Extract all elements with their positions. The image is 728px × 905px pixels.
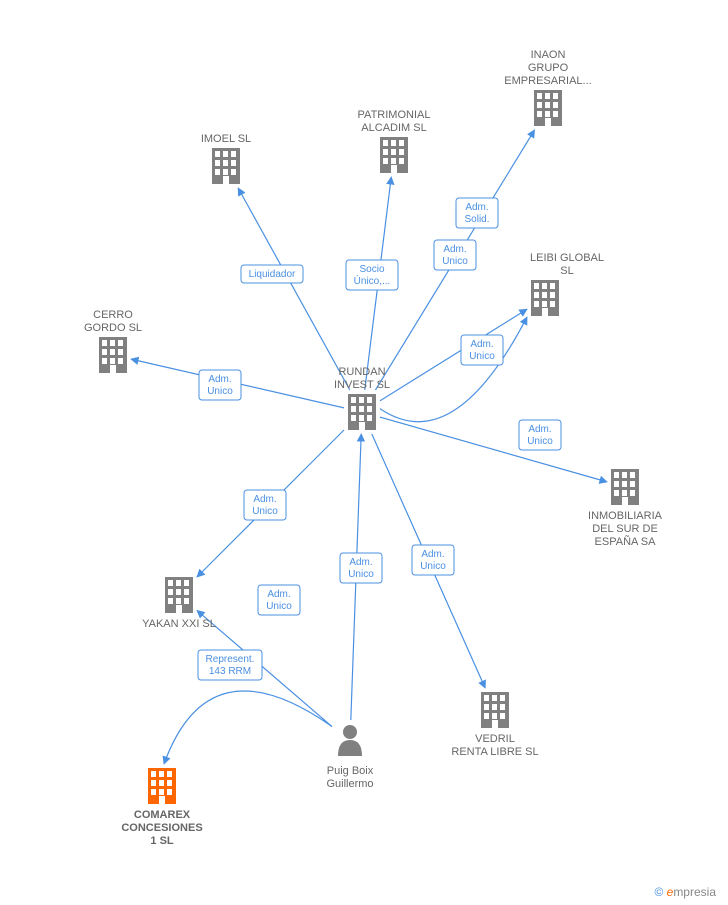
node-label: RUNDAN (338, 366, 385, 378)
edge-label-text: Unico (527, 436, 553, 447)
node-label: Guillermo (326, 778, 373, 790)
copyright-symbol: © (654, 885, 663, 899)
company-node-cerro[interactable]: CERROGORDO SL (84, 309, 142, 373)
edge-label-text: 143 RRM (209, 666, 251, 677)
edge (380, 317, 527, 422)
company-node-imoel[interactable]: IMOEL SL (201, 133, 251, 184)
edge-label-text: Represent. (206, 654, 255, 665)
node-label: LEIBI GLOBAL (530, 252, 604, 264)
company-node-inaon[interactable]: INAONGRUPOEMPRESARIAL... (504, 49, 591, 126)
company-node-comarex[interactable]: COMAREXCONCESIONES1 SL (121, 768, 202, 847)
edge-label-text: Adm. (465, 202, 488, 213)
company-node-rundan[interactable]: RUNDANINVEST SL (334, 366, 390, 430)
edge-label-text: Liquidador (249, 269, 296, 280)
brand-rest: mpresia (673, 885, 716, 899)
edge (238, 188, 350, 390)
node-label: CONCESIONES (121, 822, 202, 834)
edge-label-text: Adm. (253, 494, 276, 505)
node-label: GRUPO (528, 62, 569, 74)
nodes-layer: RUNDANINVEST SL IMOEL SL PATRIMONIALALCADI… (84, 49, 663, 847)
node-label: EMPRESARIAL... (504, 75, 591, 87)
company-node-yakan[interactable]: YAKAN XXI SL (142, 577, 216, 630)
node-label: ESPAÑA SA (595, 535, 657, 548)
edge-label-text: Unico (266, 601, 292, 612)
edge (380, 417, 607, 482)
node-label: VEDRIL (475, 733, 515, 745)
node-label: SL (560, 265, 573, 277)
company-node-inmobiliaria[interactable]: INMOBILIARIADEL SUR DEESPAÑA SA (588, 469, 663, 548)
edge-label-text: Unico (348, 569, 374, 580)
edge-label-text: Adm. (528, 424, 551, 435)
edge-label-text: Unico (252, 506, 278, 517)
edge (164, 691, 332, 764)
edge-label-text: Adm. (470, 339, 493, 350)
edge-label-text: Adm. (349, 557, 372, 568)
edge-label-text: Unico (420, 561, 446, 572)
node-label: DEL SUR DE (592, 523, 658, 535)
node-label: YAKAN XXI SL (142, 618, 216, 630)
edge-label-text: Único,... (354, 274, 391, 287)
edge-label-text: Adm. (267, 589, 290, 600)
node-label: INAON (531, 49, 566, 61)
node-label: GORDO SL (84, 322, 142, 334)
node-label: CERRO (93, 309, 133, 321)
node-label: PATRIMONIAL (358, 109, 431, 121)
edge-label-text: Socio (359, 264, 384, 275)
node-label: COMAREX (134, 809, 191, 821)
company-node-patrimonial[interactable]: PATRIMONIALALCADIM SL (358, 109, 431, 173)
node-label: INVEST SL (334, 379, 390, 391)
person-node-puig[interactable]: Puig BoixGuillermo (326, 725, 373, 790)
node-label: INMOBILIARIA (588, 510, 663, 522)
edge-label-text: Unico (469, 351, 495, 362)
node-label: ALCADIM SL (361, 122, 426, 134)
edge-label-text: Unico (442, 256, 468, 267)
network-diagram: LiquidadorSocioÚnico,...Adm.Solid.Adm.Un… (0, 0, 728, 905)
edge-labels-layer: LiquidadorSocioÚnico,...Adm.Solid.Adm.Un… (198, 198, 561, 680)
edge-label-text: Adm. (208, 374, 231, 385)
node-label: IMOEL SL (201, 133, 251, 145)
node-label: RENTA LIBRE SL (451, 746, 538, 758)
edge-label-text: Adm. (443, 244, 466, 255)
company-node-leibi[interactable]: LEIBI GLOBALSL (530, 252, 604, 316)
edge-label-text: Unico (207, 386, 233, 397)
company-node-vedril[interactable]: VEDRILRENTA LIBRE SL (451, 692, 538, 758)
copyright: © empresia (654, 885, 716, 899)
node-label: Puig Boix (327, 765, 374, 777)
node-label: 1 SL (150, 835, 174, 847)
edge-label-text: Adm. (421, 549, 444, 560)
edge-label-text: Solid. (464, 214, 489, 225)
